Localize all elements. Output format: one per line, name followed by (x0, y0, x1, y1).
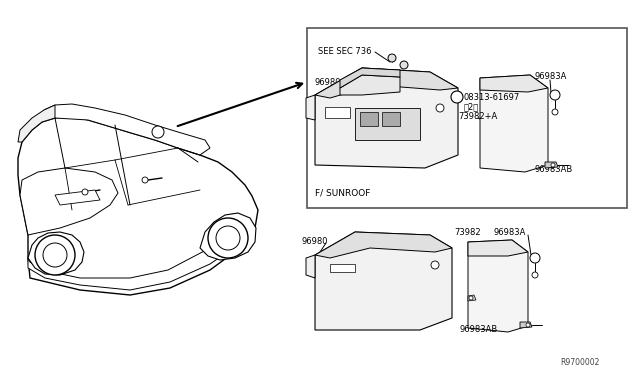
Text: 96983AB: 96983AB (535, 165, 573, 174)
Polygon shape (315, 68, 458, 168)
Polygon shape (315, 232, 452, 258)
Text: SEE SEC 736: SEE SEC 736 (318, 47, 371, 56)
Circle shape (550, 90, 560, 100)
Circle shape (152, 126, 164, 138)
Polygon shape (330, 264, 355, 272)
Circle shape (82, 189, 88, 195)
Polygon shape (20, 168, 118, 235)
Circle shape (469, 296, 473, 300)
Polygon shape (520, 322, 532, 328)
Circle shape (142, 177, 148, 183)
Polygon shape (315, 232, 452, 330)
Polygon shape (28, 220, 250, 290)
Circle shape (526, 323, 530, 327)
Polygon shape (18, 116, 258, 295)
Polygon shape (480, 75, 548, 92)
Circle shape (400, 61, 408, 69)
Polygon shape (18, 105, 55, 142)
Polygon shape (325, 107, 350, 118)
Polygon shape (480, 75, 548, 172)
Circle shape (551, 163, 555, 167)
Polygon shape (360, 112, 378, 126)
Text: （2）: （2） (464, 102, 479, 111)
Circle shape (552, 109, 558, 115)
Polygon shape (468, 240, 528, 256)
Circle shape (436, 104, 444, 112)
Text: 96983A: 96983A (535, 72, 568, 81)
Polygon shape (200, 213, 256, 260)
Polygon shape (306, 255, 315, 278)
Polygon shape (382, 112, 400, 126)
Text: 96980+A: 96980+A (315, 78, 354, 87)
Circle shape (216, 226, 240, 250)
Text: 96983A: 96983A (494, 228, 526, 237)
Polygon shape (55, 190, 100, 205)
Text: 73982+A: 73982+A (458, 112, 497, 121)
Polygon shape (355, 108, 420, 140)
Polygon shape (315, 68, 458, 98)
Circle shape (35, 235, 75, 275)
Circle shape (43, 243, 67, 267)
Text: 96980: 96980 (302, 237, 328, 246)
Circle shape (431, 261, 439, 269)
Circle shape (532, 272, 538, 278)
Text: S: S (455, 97, 459, 103)
Polygon shape (468, 295, 476, 301)
Polygon shape (468, 240, 528, 332)
Polygon shape (545, 162, 558, 168)
Polygon shape (28, 232, 84, 275)
Text: 96983AB: 96983AB (460, 325, 499, 334)
Circle shape (530, 253, 540, 263)
Polygon shape (306, 95, 315, 120)
Polygon shape (44, 104, 210, 155)
Text: 73982: 73982 (454, 228, 481, 237)
Polygon shape (307, 28, 627, 208)
Polygon shape (340, 68, 400, 88)
Text: 08313-61697: 08313-61697 (464, 93, 520, 102)
Polygon shape (340, 75, 400, 95)
Circle shape (451, 91, 463, 103)
Circle shape (208, 218, 248, 258)
Circle shape (388, 54, 396, 62)
Text: R9700002: R9700002 (560, 358, 600, 367)
Text: F/ SUNROOF: F/ SUNROOF (315, 188, 371, 197)
